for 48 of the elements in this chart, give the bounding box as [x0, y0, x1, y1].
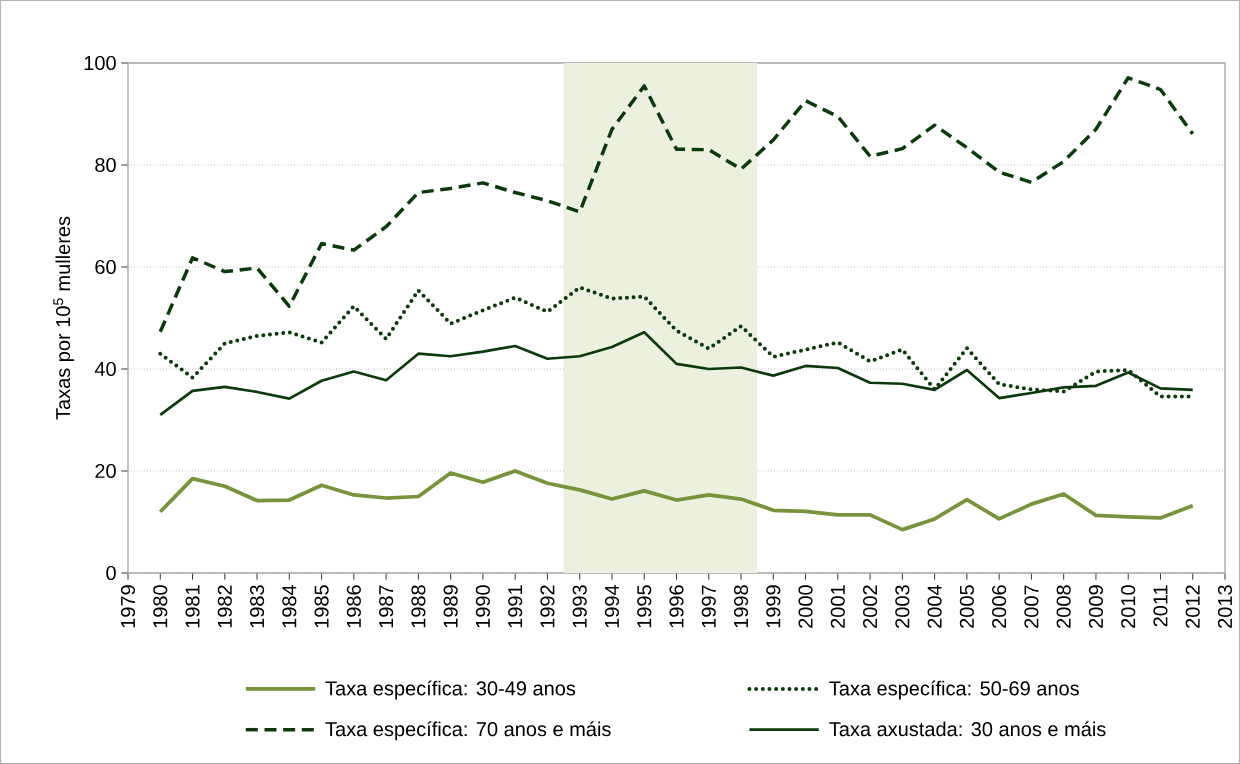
line-series: [158, 469, 1195, 532]
x-tick-label: 2012: [1185, 585, 1200, 628]
x-tick-label: 1997: [701, 585, 716, 628]
x-tick-label: 1987: [379, 585, 394, 628]
x-tick-label: 2004: [927, 584, 942, 628]
x-tick-label: 1991: [508, 585, 523, 628]
x-tick-label: 2009: [1088, 585, 1104, 628]
x-tick-label: 1994: [604, 584, 620, 628]
x-tick-label: 1982: [217, 585, 232, 628]
x-tick-label: 2000: [798, 585, 813, 628]
legend-label: Taxa axustada: 30 anos e máis: [829, 721, 1106, 737]
x-tick-label: 1984: [282, 584, 297, 628]
legend-label: Taxa específica: 30-49 anos: [325, 680, 576, 700]
x-tick-label: 1999: [766, 585, 781, 628]
y-tick-label: 40: [94, 361, 116, 377]
x-tick-label: 2013: [1217, 585, 1233, 628]
y-tick-label: 80: [95, 157, 116, 173]
line-series: [158, 76, 1195, 334]
y-tick-label: 20: [95, 463, 116, 479]
x-tick-label: 2008: [1056, 585, 1071, 628]
y-tick-label: 0: [106, 565, 116, 581]
x-tick-label: 1996: [669, 585, 684, 628]
y-tick-label: 60: [95, 259, 116, 275]
x-tick-label: 2011: [1153, 585, 1168, 627]
x-tick-label: 2007: [1024, 585, 1039, 628]
x-tick-label: 1981: [185, 585, 200, 628]
x-tick-label: 1985: [314, 585, 329, 628]
x-tick-label: 1993: [572, 585, 587, 628]
x-tick-label: 1992: [540, 585, 555, 628]
x-tick-label: 2005: [959, 585, 974, 628]
y-tick-label: 100: [84, 55, 116, 71]
x-tick-label: 1979: [120, 585, 136, 628]
y-axis-title: Taxas por 10$^{5}$ mulleres: [53, 216, 75, 420]
x-tick-label: 2006: [992, 585, 1007, 628]
x-tick-label: 1998: [733, 585, 749, 628]
x-tick-label: 2010: [1121, 585, 1136, 628]
legend-label: Taxa específica: 70 anos e máis: [325, 721, 611, 741]
x-tick-label: 1990: [475, 585, 490, 628]
legend-label: Taxa específica: 50-69 anos: [829, 680, 1079, 700]
x-tick-label: 2001: [830, 585, 845, 628]
x-tick-label: 1983: [249, 585, 265, 628]
x-tick-label: 1988: [411, 585, 426, 628]
x-tick-label: 2002: [863, 585, 878, 628]
x-tick-label: 1995: [637, 585, 652, 628]
x-tick-label: 1980: [153, 585, 168, 628]
x-tick-label: 1989: [443, 585, 458, 628]
x-tick-label: 1986: [346, 585, 361, 628]
x-tick-label: 2003: [895, 585, 910, 628]
